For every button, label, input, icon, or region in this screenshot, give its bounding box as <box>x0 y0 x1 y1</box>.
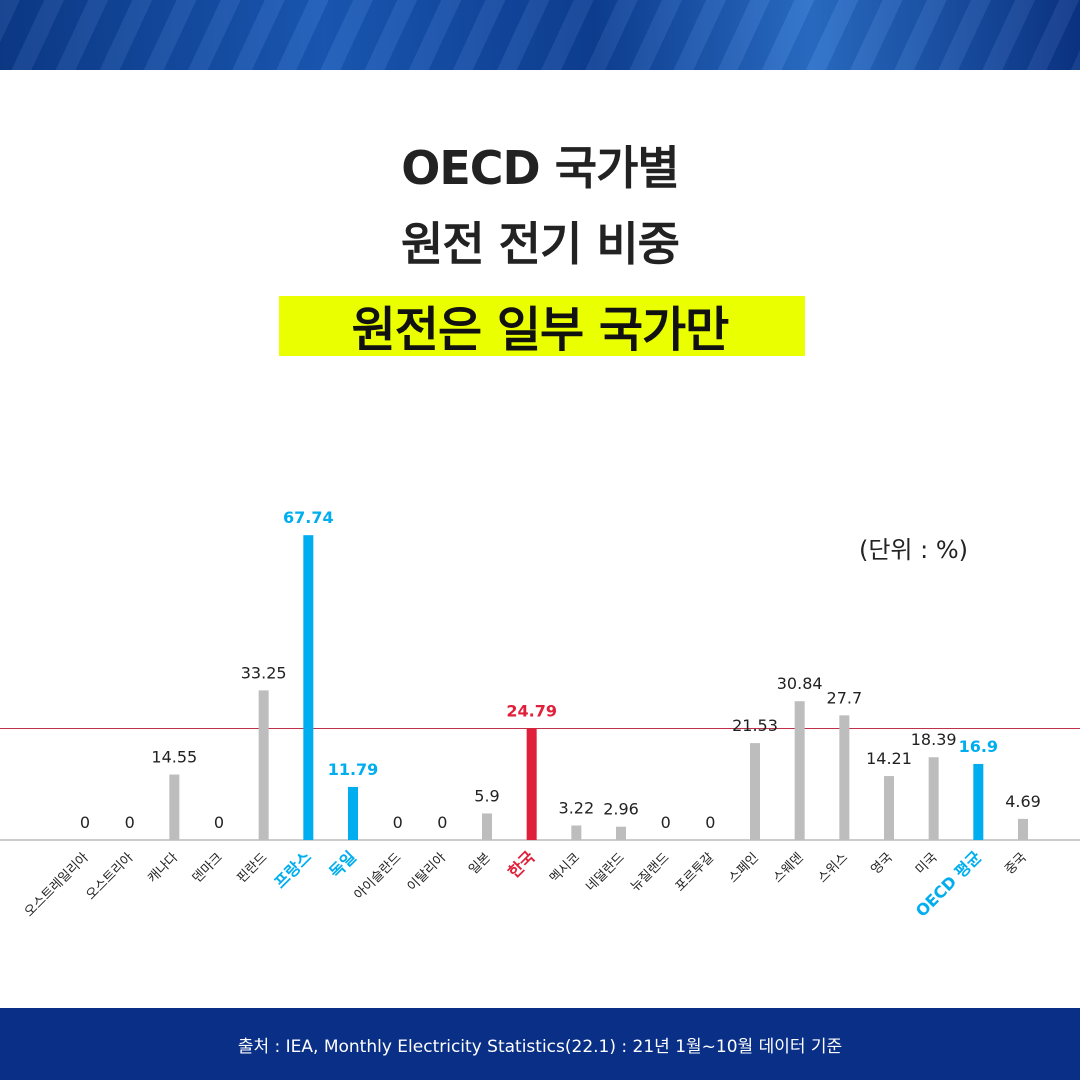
bar-6 <box>348 786 358 840</box>
value-label-17: 27.7 <box>827 688 863 707</box>
category-label-12: 네덜란드 <box>583 850 627 894</box>
category-label-3: 덴마크 <box>190 850 226 886</box>
bar-4 <box>258 690 269 840</box>
value-label-12: 2.96 <box>603 800 639 819</box>
value-label-9: 5.9 <box>474 786 499 805</box>
category-label-13: 뉴질랜드 <box>628 850 672 894</box>
value-label-18: 14.21 <box>866 749 912 768</box>
bar-17 <box>839 715 850 840</box>
value-label-5: 67.74 <box>283 508 334 527</box>
category-label-9: 일본 <box>466 850 494 878</box>
value-label-14: 0 <box>705 813 715 832</box>
bar-9 <box>482 813 492 840</box>
value-label-1: 0 <box>125 813 135 832</box>
nuclear-share-bar-chart: 0 오스트레일리아 0 오스트리아 14.55 캐나다 0 덴마크 33.25 핀란드 67.74 프… <box>0 508 1080 921</box>
bar-21 <box>1018 818 1028 840</box>
highlight-box <box>279 296 805 356</box>
value-label-7: 0 <box>393 813 403 832</box>
highlight-title: 원전은 일부 국가만 <box>351 302 730 358</box>
category-label-4: 핀란드 <box>235 850 271 886</box>
bar-20 <box>973 763 984 840</box>
bar-2 <box>169 774 180 840</box>
category-label-8: 이탈리아 <box>405 850 449 894</box>
category-label-5: 프랑스 <box>270 847 315 892</box>
category-label-21: 중국 <box>1002 850 1030 878</box>
value-label-0: 0 <box>80 813 90 832</box>
category-label-16: 스웨덴 <box>771 850 807 886</box>
value-label-19: 18.39 <box>911 730 957 749</box>
value-label-4: 33.25 <box>241 663 287 682</box>
category-label-1: 오스트리아 <box>84 850 137 903</box>
category-label-0: 오스트레일리아 <box>22 850 92 920</box>
value-label-20: 16.9 <box>959 737 998 756</box>
bar-10 <box>526 728 537 840</box>
bar-12 <box>616 826 626 840</box>
category-label-7: 아이슬란드 <box>352 850 405 903</box>
bar-16 <box>794 701 805 840</box>
category-label-19: 미국 <box>913 850 941 878</box>
value-label-10: 24.79 <box>506 701 557 720</box>
value-label-2: 14.55 <box>151 748 197 767</box>
bar-15 <box>750 743 760 840</box>
category-label-2: 캐나다 <box>145 850 181 886</box>
category-label-17: 스위스 <box>815 850 851 886</box>
title-line-1: OECD 국가별 <box>401 141 679 195</box>
title-line-2: 원전 전기 비중 <box>401 217 680 271</box>
value-label-6: 11.79 <box>328 760 379 779</box>
top-banner <box>0 0 1080 70</box>
bar-19 <box>928 757 939 840</box>
bar-11 <box>571 825 582 840</box>
bar-5 <box>303 535 314 840</box>
category-label-14: 포르투갈 <box>673 850 717 894</box>
unit-label: (단위 : %) <box>858 536 968 564</box>
value-label-21: 4.69 <box>1005 792 1041 811</box>
footer-band <box>0 1008 1080 1080</box>
value-label-16: 30.84 <box>777 674 823 693</box>
source-note: 출처 : IEA, Monthly Electricity Statistics… <box>237 1037 843 1057</box>
category-label-15: 스페인 <box>726 850 762 886</box>
value-label-11: 3.22 <box>559 799 595 818</box>
value-label-13: 0 <box>661 813 671 832</box>
category-label-10: 한국 <box>504 847 538 881</box>
category-label-6: 독일 <box>326 847 360 881</box>
category-label-11: 멕시코 <box>547 850 583 886</box>
value-label-3: 0 <box>214 813 224 832</box>
value-label-8: 0 <box>437 813 447 832</box>
value-label-15: 21.53 <box>732 716 778 735</box>
category-label-18: 영국 <box>868 850 896 878</box>
bar-18 <box>884 776 894 840</box>
